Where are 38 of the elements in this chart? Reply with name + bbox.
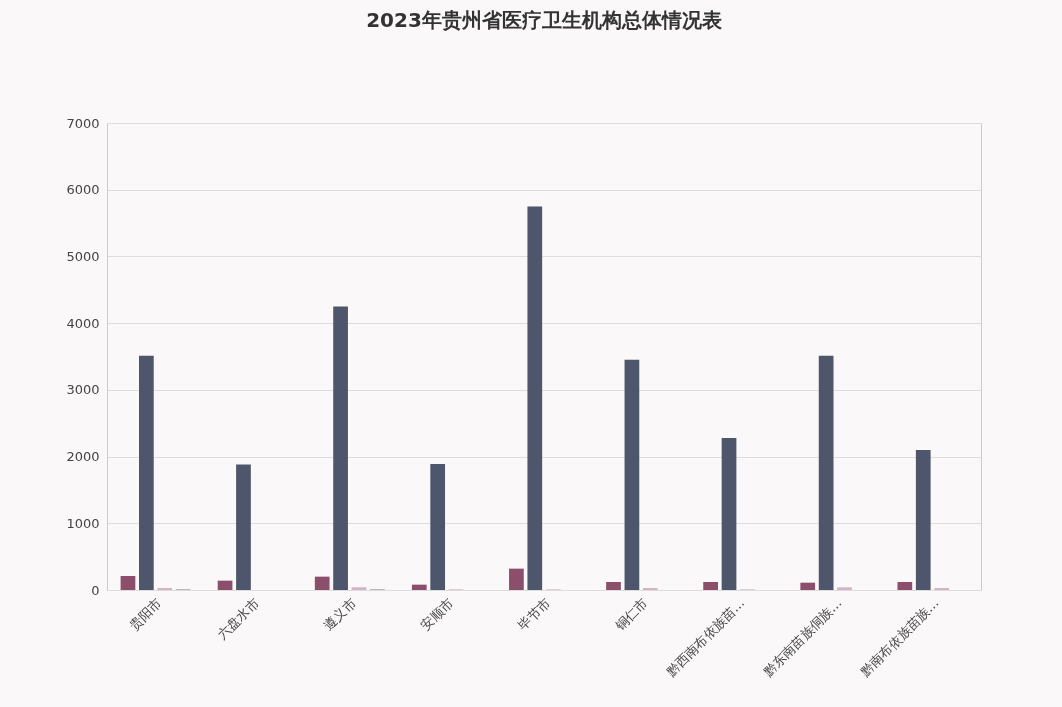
bar	[800, 582, 816, 590]
bar	[606, 581, 621, 590]
x-tick-label: 毕节市	[515, 595, 554, 634]
x-tick-label: 安顺市	[417, 595, 457, 634]
y-tick-label: 1000	[66, 515, 100, 531]
y-tick-label: 2000	[66, 449, 100, 465]
y-tick-label: 5000	[66, 248, 100, 264]
bar	[527, 206, 543, 590]
bar	[236, 464, 251, 590]
y-tick-label: 7000	[66, 115, 100, 131]
bar	[897, 581, 913, 590]
x-tick-label: 黔东南苗族侗族…	[759, 595, 845, 680]
x-tick-label: 铜仁市	[611, 595, 651, 634]
bar	[430, 463, 446, 590]
bar	[509, 568, 524, 590]
bar	[120, 575, 136, 590]
y-tick-label: 6000	[66, 182, 100, 198]
bar	[915, 449, 931, 590]
bar	[837, 587, 852, 590]
bar	[351, 587, 367, 590]
x-tick-label: 黔南布依族苗族…	[856, 595, 942, 680]
bar	[139, 355, 154, 590]
bar	[818, 355, 834, 590]
bar	[411, 584, 427, 590]
bar	[333, 306, 348, 590]
x-tick-label: 遵义市	[320, 595, 359, 634]
bar	[721, 437, 737, 590]
x-tick-label: 贵阳市	[126, 595, 165, 634]
x-tick-label: 黔西南布依族苗…	[662, 595, 748, 680]
bar	[217, 580, 233, 590]
x-tick-label: 六盘水市	[214, 595, 262, 643]
chart-title: 2023年贵州省医疗卫生机构总体情况表	[366, 8, 722, 32]
bar	[314, 576, 330, 590]
y-tick-label: 0	[91, 582, 100, 598]
bar	[624, 359, 640, 590]
bar	[703, 581, 718, 590]
y-tick-label: 4000	[66, 315, 100, 331]
y-tick-label: 3000	[66, 382, 100, 398]
